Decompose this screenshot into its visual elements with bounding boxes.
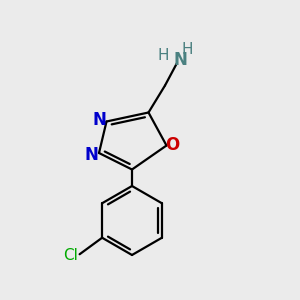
Text: O: O [165, 136, 180, 154]
Text: H: H [182, 42, 193, 57]
Text: N: N [173, 51, 187, 69]
Text: N: N [92, 111, 106, 129]
Text: H: H [158, 48, 169, 63]
Text: Cl: Cl [63, 248, 78, 263]
Text: N: N [85, 146, 98, 164]
